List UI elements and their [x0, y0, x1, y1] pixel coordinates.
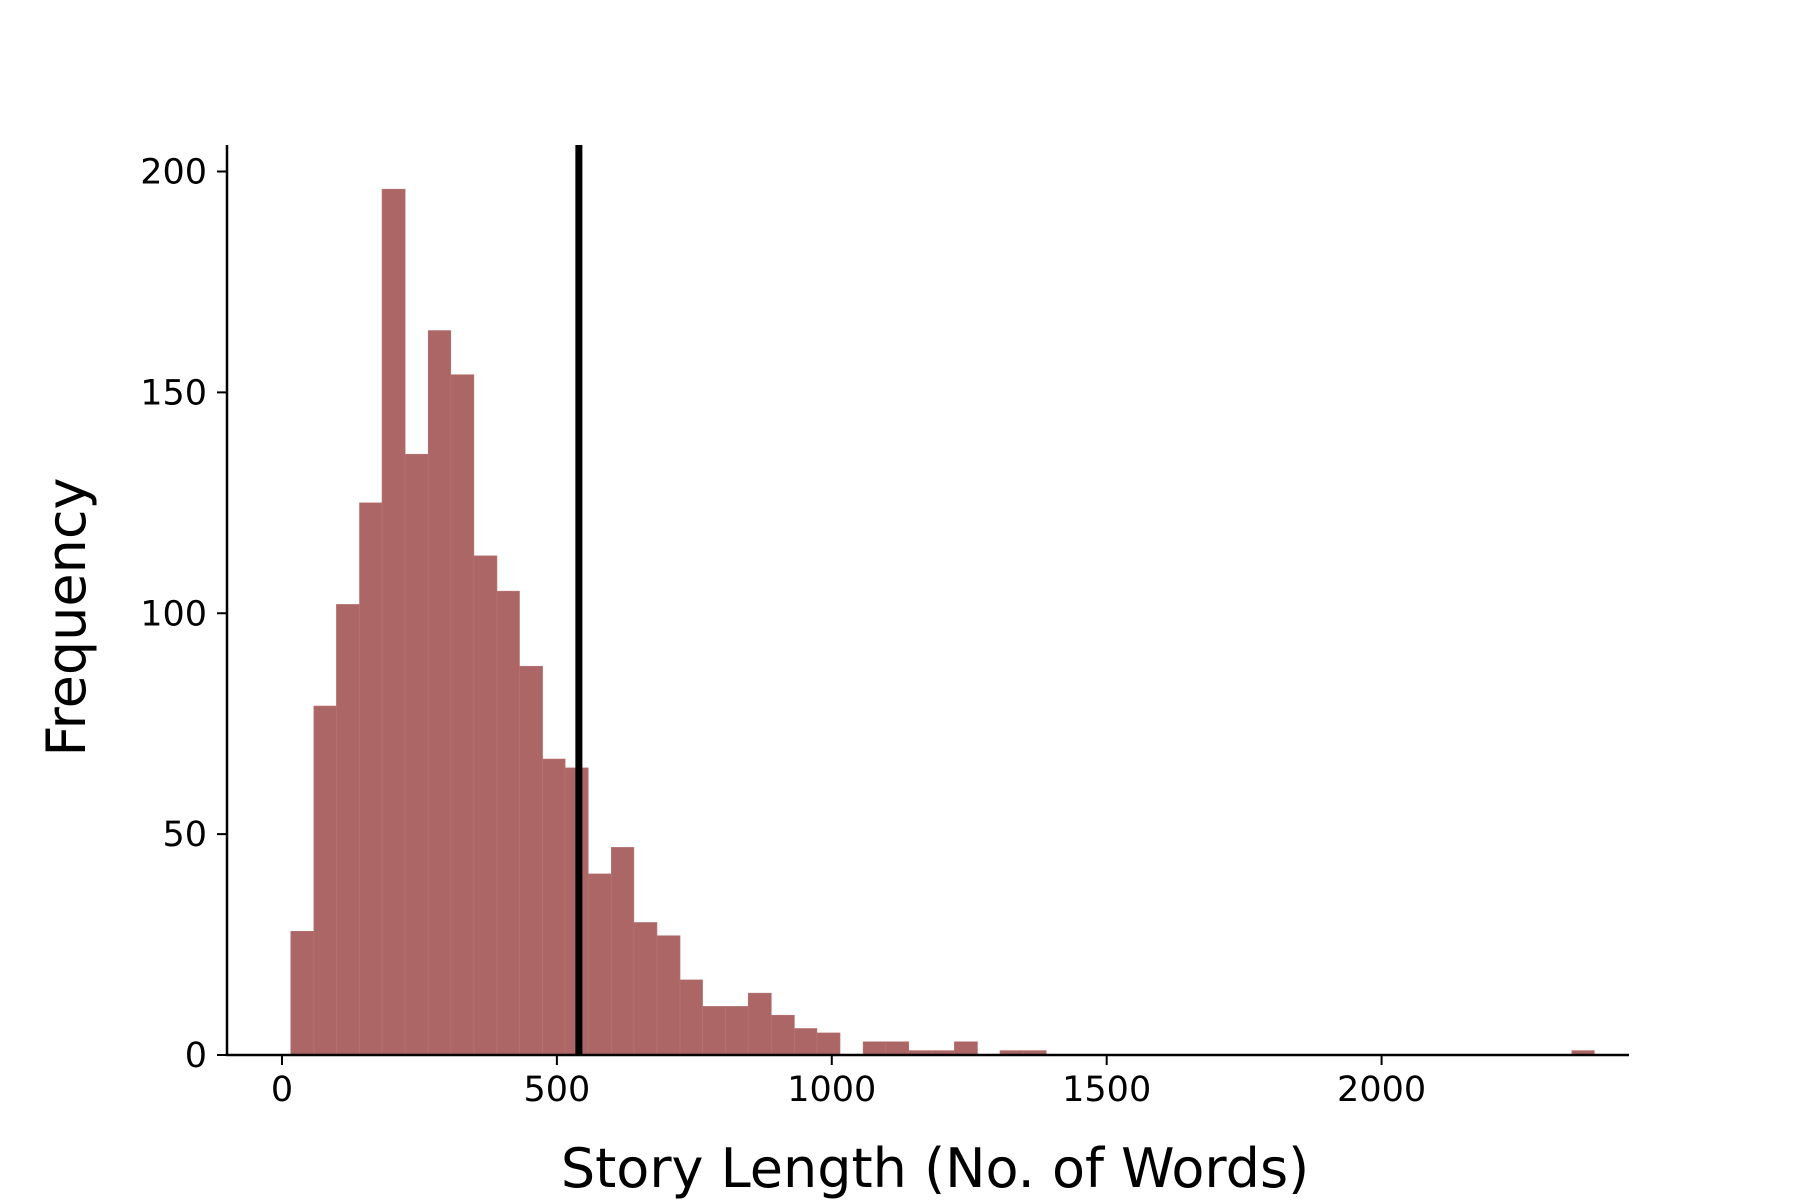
histogram-bar — [359, 502, 383, 1056]
histogram-bar — [885, 1041, 910, 1056]
histogram-bar — [496, 590, 520, 1056]
histogram-bar — [381, 188, 406, 1056]
x-axis-title: Story Length (No. of Words) — [561, 1137, 1309, 1200]
tick-labels: 0 500 1000 1500 2000 0 50 100 150 200 — [140, 153, 1426, 1110]
histogram-bar — [771, 1014, 795, 1056]
histogram-bar — [587, 873, 612, 1056]
y-axis-title: Frequency — [35, 478, 98, 757]
histogram-bar — [336, 604, 360, 1056]
histogram-bar — [519, 665, 543, 1056]
histogram-bar — [679, 979, 703, 1056]
histogram-bar — [473, 555, 498, 1056]
y-tick-label: 200 — [140, 153, 207, 193]
x-tick-label: 500 — [523, 1070, 590, 1110]
histogram-bar — [404, 453, 429, 1056]
axes — [217, 145, 1629, 1065]
histogram-bar — [542, 758, 566, 1056]
histogram-bar — [954, 1041, 978, 1056]
histogram-bar — [633, 922, 658, 1056]
histogram-bar — [313, 705, 337, 1056]
histogram-bar — [702, 1006, 726, 1056]
histogram-bar — [816, 1032, 841, 1056]
histogram-bar — [747, 992, 772, 1056]
x-tick-label: 0 — [271, 1070, 293, 1110]
histogram-bar — [862, 1041, 886, 1056]
y-tick-label: 150 — [140, 373, 207, 413]
y-tick-label: 100 — [140, 594, 207, 634]
histogram-bar — [725, 1006, 749, 1056]
histogram-bar — [656, 935, 681, 1056]
x-tick-label: 1000 — [787, 1070, 876, 1110]
y-tick-label: 0 — [185, 1036, 207, 1076]
histogram-bar — [290, 931, 315, 1056]
histogram-bars — [290, 188, 1595, 1056]
histogram-bar — [611, 847, 635, 1056]
y-tick-label: 50 — [162, 815, 207, 855]
histogram-bar — [794, 1028, 818, 1056]
histogram-bar — [450, 374, 475, 1056]
x-tick-label: 1500 — [1062, 1070, 1151, 1110]
histogram-bar — [427, 330, 452, 1056]
x-tick-label: 2000 — [1337, 1070, 1426, 1110]
